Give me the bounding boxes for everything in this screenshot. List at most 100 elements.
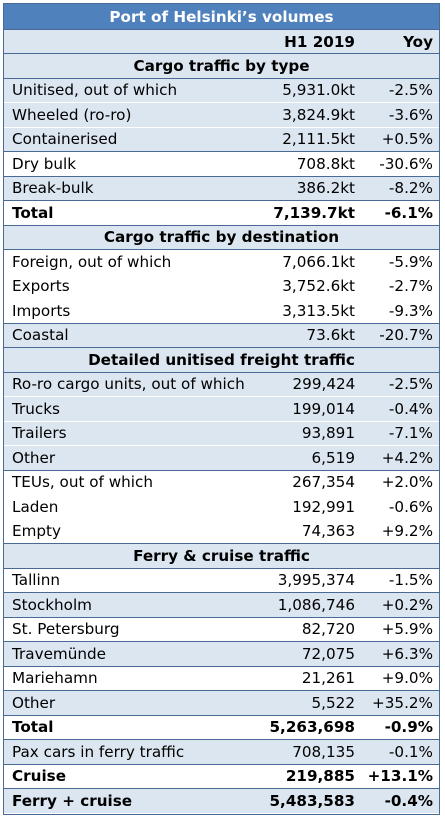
table-row: Foreign, out of which 7,066.1kt -5.9% <box>4 250 439 275</box>
row-label: Trailers <box>12 424 67 443</box>
table-row: Wheeled (ro-ro) 3,824.9kt -3.6% <box>4 103 439 128</box>
row-label: Empty <box>12 522 61 541</box>
row-value: 73.6kt <box>306 326 355 345</box>
row-change: +35.2% <box>372 693 433 712</box>
row-change: -20.7% <box>379 326 433 345</box>
volumes-table: Port of Helsinki’s volumes H1 2019 Yoy C… <box>3 3 440 815</box>
table-row: Travemünde 72,075 +6.3% <box>4 642 439 667</box>
section-header: Cargo traffic by type <box>4 54 439 79</box>
row-change: +13.1% <box>367 767 433 786</box>
row-change: -6.1% <box>384 203 433 222</box>
row-change: +6.3% <box>381 644 433 663</box>
row-label: Total <box>12 203 54 222</box>
row-value: 93,891 <box>301 424 355 443</box>
table-row: Mariehamn 21,261 +9.0% <box>4 666 439 691</box>
row-label: Other <box>12 448 56 467</box>
row-label: Laden <box>12 497 59 516</box>
table-row: Trailers 93,891 -7.1% <box>4 421 439 446</box>
row-change: -0.9% <box>384 718 433 737</box>
row-change: +0.2% <box>381 595 433 614</box>
row-label: Stockholm <box>12 595 92 614</box>
row-value: 74,363 <box>301 522 355 541</box>
section-title: Ferry & cruise traffic <box>133 546 310 565</box>
row-value: 6,519 <box>311 448 355 467</box>
table-title-text: Port of Helsinki’s volumes <box>109 7 334 26</box>
table-row: Containerised 2,111.5kt +0.5% <box>4 127 439 152</box>
table-row: Exports 3,752.6kt -2.7% <box>4 274 439 299</box>
table-row: Stockholm 1,086,746 +0.2% <box>4 593 439 618</box>
row-value: 5,263,698 <box>269 718 355 737</box>
row-label: Dry bulk <box>12 154 77 173</box>
row-change: -8.2% <box>388 179 433 198</box>
table-row: Laden 192,991 -0.6% <box>4 495 439 520</box>
row-value: 72,075 <box>301 644 355 663</box>
row-label: Ferry + cruise <box>12 791 133 810</box>
section-header: Detailed unitised freight traffic <box>4 348 439 373</box>
row-value: 267,354 <box>292 473 355 492</box>
header-change: Yoy <box>403 32 433 51</box>
row-value: 21,261 <box>301 669 355 688</box>
row-label: Unitised, out of which <box>12 81 178 100</box>
row-value: 7,066.1kt <box>282 252 355 271</box>
row-value: 708.8kt <box>296 154 355 173</box>
row-value: 5,522 <box>311 693 355 712</box>
table-row: Other 6,519 +4.2% <box>4 446 439 471</box>
row-value: 3,995,374 <box>277 571 355 590</box>
row-change: -7.1% <box>388 424 433 443</box>
table-row: Break-bulk 386.2kt -8.2% <box>4 176 439 201</box>
row-label: Total <box>12 718 54 737</box>
row-change: -9.3% <box>388 301 433 320</box>
row-change: +2.0% <box>381 473 433 492</box>
table-row: Cruise 219,885 +13.1% <box>4 764 439 789</box>
table-title: Port of Helsinki’s volumes <box>4 4 439 30</box>
row-value: 2,111.5kt <box>282 130 355 149</box>
section-header: Ferry & cruise traffic <box>4 544 439 569</box>
row-value: 3,752.6kt <box>282 277 355 296</box>
table-header: H1 2019 Yoy <box>4 30 439 54</box>
table-row: Coastal 73.6kt -20.7% <box>4 323 439 348</box>
table-row: Ro-ro cargo units, out of which 299,424 -2… <box>4 372 439 397</box>
table-row: Tallinn 3,995,374 -1.5% <box>4 568 439 593</box>
row-change: +5.9% <box>381 620 433 639</box>
row-change: -2.5% <box>388 81 433 100</box>
row-label: Ro-ro cargo units, out of which <box>12 375 244 394</box>
row-change: -3.6% <box>388 105 433 124</box>
table-row: Pax cars in ferry traffic 708,135 -0.1% <box>4 740 439 765</box>
row-value: 299,424 <box>292 375 356 394</box>
table-body: Cargo traffic by type Unitised, out of wh… <box>4 54 439 814</box>
row-change: -0.1% <box>388 742 433 761</box>
table-row: Other 5,522 +35.2% <box>4 691 439 716</box>
row-change: -0.4% <box>384 791 433 810</box>
row-value: 3,824.9kt <box>282 105 355 124</box>
row-value: 1,086,746 <box>277 595 355 614</box>
row-label: Trucks <box>12 399 60 418</box>
row-change: -2.7% <box>388 277 433 296</box>
row-value: 7,139.7kt <box>273 203 355 222</box>
row-value: 82,720 <box>301 620 355 639</box>
row-label: Containerised <box>12 130 118 149</box>
row-change: -30.6% <box>379 154 433 173</box>
table-row: Total 5,263,698 -0.9% <box>4 715 439 740</box>
section-title: Detailed unitised freight traffic <box>88 350 355 369</box>
row-label: Coastal <box>12 326 69 345</box>
row-label: Wheeled (ro-ro) <box>12 105 132 124</box>
table-row: Total 7,139.7kt -6.1% <box>4 201 439 226</box>
table-row: Trucks 199,014 -0.4% <box>4 397 439 422</box>
row-change: +0.5% <box>381 130 433 149</box>
row-label: Imports <box>12 301 71 320</box>
row-label: Break-bulk <box>12 179 94 198</box>
row-change: -1.5% <box>388 571 433 590</box>
row-label: Foreign, out of which <box>12 252 172 271</box>
table-row: Unitised, out of which 5,931.0kt -2.5% <box>4 78 439 103</box>
row-label: Tallinn <box>12 571 60 590</box>
table-row: St. Petersburg 82,720 +5.9% <box>4 617 439 642</box>
row-value: 3,313.5kt <box>282 301 355 320</box>
row-label: Exports <box>12 277 70 296</box>
table-row: Imports 3,313.5kt -9.3% <box>4 299 439 324</box>
row-label: Pax cars in ferry traffic <box>12 742 185 761</box>
row-label: St. Petersburg <box>12 620 120 639</box>
row-change: -2.5% <box>388 375 433 394</box>
row-label: Travemünde <box>12 644 106 663</box>
row-change: -5.9% <box>388 252 433 271</box>
row-value: 386.2kt <box>296 179 355 198</box>
